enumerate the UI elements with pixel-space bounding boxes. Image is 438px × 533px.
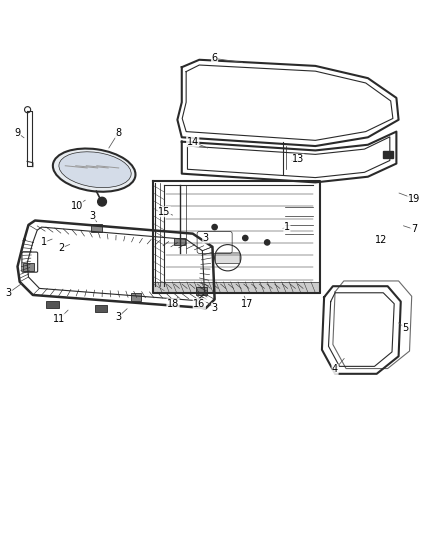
Text: 13: 13 <box>292 154 304 164</box>
Text: 12: 12 <box>375 235 387 245</box>
Text: 11: 11 <box>53 314 65 324</box>
Text: 15: 15 <box>158 207 170 217</box>
Bar <box>95 304 107 312</box>
Bar <box>91 224 102 232</box>
Ellipse shape <box>59 152 131 188</box>
Circle shape <box>265 240 270 245</box>
FancyBboxPatch shape <box>215 253 240 263</box>
Text: 14: 14 <box>187 136 199 147</box>
Text: 4: 4 <box>332 365 338 374</box>
Bar <box>196 287 207 295</box>
Text: 18: 18 <box>167 298 179 309</box>
Circle shape <box>98 197 106 206</box>
Bar <box>23 263 34 271</box>
Text: 3: 3 <box>203 233 209 243</box>
Text: 9: 9 <box>14 128 21 138</box>
Text: 3: 3 <box>89 211 95 221</box>
Text: 16: 16 <box>193 298 205 309</box>
Text: 10: 10 <box>71 201 83 211</box>
Bar <box>174 238 185 246</box>
Text: 7: 7 <box>411 224 417 235</box>
Bar <box>153 282 320 293</box>
Bar <box>46 301 59 308</box>
Text: 6: 6 <box>212 53 218 63</box>
Text: 1: 1 <box>284 222 290 232</box>
Circle shape <box>212 224 217 230</box>
Text: 17: 17 <box>241 298 254 309</box>
Text: 3: 3 <box>115 312 121 322</box>
Text: 1: 1 <box>41 237 47 247</box>
Text: 8: 8 <box>115 128 121 138</box>
Text: 3: 3 <box>212 303 218 313</box>
Text: 3: 3 <box>6 288 12 298</box>
Circle shape <box>243 236 248 241</box>
Text: 2: 2 <box>58 243 64 253</box>
Text: 5: 5 <box>402 323 408 333</box>
Bar <box>131 293 141 301</box>
Ellipse shape <box>53 149 135 192</box>
Bar <box>383 151 393 158</box>
Text: 19: 19 <box>408 193 420 204</box>
